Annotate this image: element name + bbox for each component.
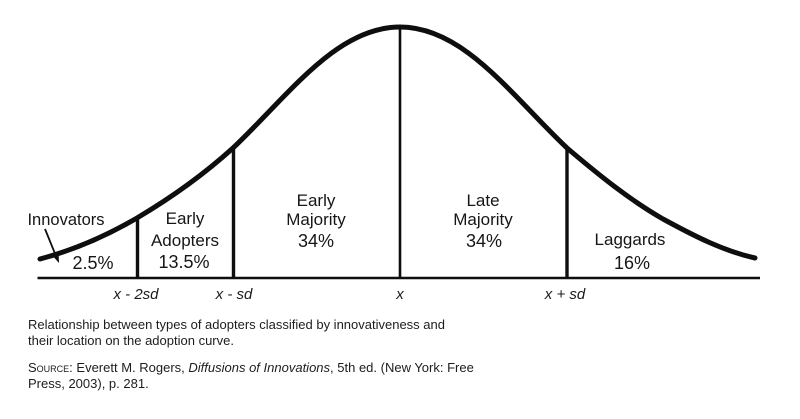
late-majority-label-line2: Majority: [453, 210, 513, 229]
axis-label-mean: x: [395, 286, 404, 303]
innovators-pct: 2.5%: [72, 253, 113, 273]
bell-curve: [37, 24, 758, 262]
late-majority-label-line1: Late: [466, 191, 499, 210]
source-label: Source:: [28, 360, 73, 375]
source-book-title: Diffusions of Innovations: [188, 360, 331, 375]
early-adopters-label-line1: Early: [166, 209, 205, 228]
source-line1: Source: Everett M. Rogers, Diffusions of…: [28, 360, 474, 376]
innovators-label: Innovators: [27, 211, 104, 229]
laggards-pct: 16%: [614, 253, 650, 273]
figure-caption-line1: Relationship between types of adopters c…: [28, 317, 445, 332]
early-majority-pct: 34%: [298, 231, 334, 251]
early-majority-label-line1: Early: [297, 191, 336, 210]
source-after-italic: , 5th ed. (New York: Free: [330, 360, 474, 375]
axis-label-minus2sd: x - 2sd: [112, 286, 159, 303]
source-credit: Source: Everett M. Rogers, Diffusions of…: [28, 360, 474, 392]
late-majority-pct: 34%: [466, 231, 502, 251]
early-adopters-label-line2: Adopters: [151, 231, 219, 250]
source-before-italic: Everett M. Rogers,: [72, 360, 189, 375]
axis-label-minus1sd: x - sd: [215, 286, 253, 303]
innovators-arrow-icon: [44, 228, 59, 263]
adoption-curve-diagram: Innovators 2.5% Early Adopters 13.5% Ear…: [27, 24, 760, 303]
source-line2: Press, 2003), p. 281.: [28, 376, 149, 391]
laggards-label: Laggards: [595, 230, 666, 249]
figure-caption-line2: their location on the adoption curve.: [28, 332, 234, 348]
axis-label-plus1sd: x + sd: [544, 286, 586, 303]
early-adopters-pct: 13.5%: [158, 252, 209, 272]
figure-caption: Relationship between types of adopters c…: [28, 317, 445, 348]
early-majority-label-line2: Majority: [286, 210, 346, 229]
